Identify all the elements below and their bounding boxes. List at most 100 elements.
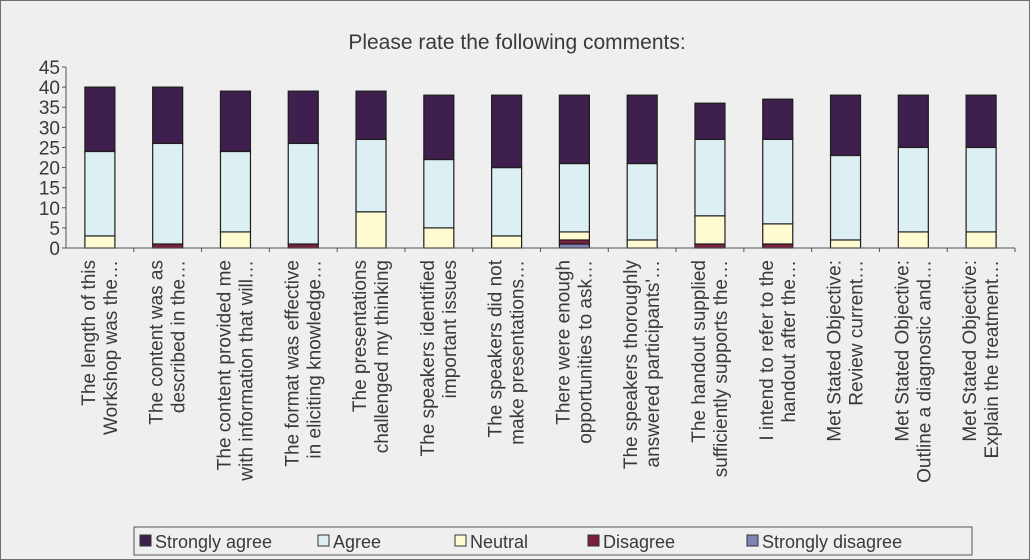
x-category-label: The content provided me with information … [214,260,257,482]
bar-segment-strongly-agree [829,94,862,157]
y-tick-label: 20 [39,159,60,180]
x-category-label-line: The speakers thoroughly [621,260,642,470]
chart-title: Please rate the following comments: [348,31,685,54]
bar-segment-neutral [219,231,252,249]
x-category-label-line: sufficiently supports the… [711,260,732,477]
bar-segment-agree [152,142,184,245]
x-category-label-line: in eliciting knowledge… [304,260,325,459]
legend-label: Disagree [603,532,675,552]
x-category-label-line: Review current… [847,260,868,406]
legend-swatch [587,534,600,547]
x-category-label: The speakers did not make presentations… [486,259,529,445]
x-category-label-line: opportunities to ask… [575,260,596,444]
bar-segment-disagree [287,243,319,249]
bar-segment-strongly-agree [762,98,794,141]
legend-label: Strongly disagree [762,532,902,552]
x-category-label-line: The format was effective [282,260,303,467]
bar-segment-disagree [558,239,590,245]
x-category-label-line: answered participants'… [643,260,664,467]
bar-segment-agree [287,142,319,245]
legend-label: Agree [333,532,381,552]
x-category-label: The handout supplied sufficiently support… [689,260,732,477]
bar-segment-agree [423,158,455,229]
x-category-label-line: I intend to refer to the [757,260,778,441]
x-category-label-line: The handout supplied [689,260,710,443]
x-category-label-line: There were enough [553,260,574,425]
bar-segment-strongly-agree [694,102,726,140]
bar-segment-strongly-disagree [558,243,590,249]
bar-segment-neutral [626,239,658,249]
x-category-label-line: Explain the treatment… [982,260,1003,459]
bars [84,86,997,249]
x-category-label: Met Stated Objective: Explain the treatme… [960,260,1003,459]
legend-box [133,526,973,556]
x-category-label: The speakers thoroughly answered particip… [621,260,664,470]
x-category-label-line: challenged my thinking [372,260,393,453]
x-category-label-line: handout after the… [779,260,800,423]
x-category-label: The format was effective in eliciting kno… [282,260,325,467]
x-category-label-line: make presentations… [508,260,529,445]
bar-segment-strongly-agree [626,94,658,165]
legend: Strongly agree Agree Neutral Disagree Strong… [133,526,973,556]
bar-segment-agree [762,138,794,225]
x-category-label-line: The speakers did not [486,259,507,437]
bar-segment-strongly-agree [558,94,590,165]
y-tick-label: 30 [39,118,60,139]
bar-segment-neutral [558,231,590,241]
bar-segment-agree [626,162,658,241]
x-category-label-line: important issues [440,260,461,398]
x-axis: The length of this Workshop was the… The c… [66,247,1016,483]
bar-segment-agree [491,166,523,237]
y-tick-label: 10 [39,199,60,220]
legend-label: Neutral [470,532,528,552]
y-tick-label: 5 [49,219,60,240]
bar-segment-strongly-agree [423,94,455,161]
bar-segment-disagree [694,243,726,249]
bar-segment-neutral [84,235,116,249]
x-category-label-line: Met Stated Objective: [825,260,846,442]
bar-segment-strongly-agree [152,86,184,145]
x-category-label-line: Workshop was the… [101,260,122,435]
bar-segment-agree [897,146,929,233]
x-category-label: The speakers identified important issues [418,260,461,456]
bar-segment-strongly-agree [287,90,319,145]
bar-segment-neutral [694,215,726,245]
legend-swatch [454,534,467,547]
bar-segment-neutral [897,231,929,249]
y-tick-label: 45 [39,58,60,79]
x-category-label-line: The content was as [147,260,168,425]
x-category-label-line: The content provided me [214,260,235,470]
x-category-label-line: Outline a diagnostic and… [914,260,935,483]
bar-segment-neutral [762,223,794,245]
bar-segment-strongly-agree [491,94,523,169]
x-category-label: Met Stated Objective: Review current… [825,260,868,442]
bar-segment-strongly-agree [897,94,929,149]
bar-segment-agree [219,150,252,233]
x-category-label: Met Stated Objective: Outline a diagnosti… [892,260,935,483]
x-category-label-line: Met Stated Objective: [892,260,913,442]
bar-segment-disagree [152,243,184,249]
x-category-label-line: Met Stated Objective: [960,260,981,442]
x-category-label-line: The length of this [79,260,100,406]
x-category-label: There were enough opportunities to ask… [553,260,596,444]
legend-swatch [746,534,759,547]
x-category-label: The length of this Workshop was the… [79,260,122,435]
bar-segment-agree [829,154,862,241]
bar-segment-neutral [965,231,997,249]
x-category-label-line: The presentations [350,260,371,412]
y-tick-label: 15 [39,179,60,200]
bar-segment-agree [558,162,590,233]
y-tick-label: 0 [49,239,60,260]
bar-segment-strongly-agree [355,90,387,140]
legend-swatch [317,534,330,547]
y-tick-label: 25 [39,138,60,159]
bar-segment-strongly-agree [219,90,252,153]
bar-segment-agree [84,150,116,237]
bar-segment-neutral [355,211,387,249]
x-category-label-line: The speakers identified [418,260,439,456]
y-tick-label: 40 [39,78,60,99]
x-category-label: The content was as described in the… [147,260,190,425]
bar-segment-disagree [762,243,794,249]
x-category-label: I intend to refer to the handout after th… [757,260,800,441]
